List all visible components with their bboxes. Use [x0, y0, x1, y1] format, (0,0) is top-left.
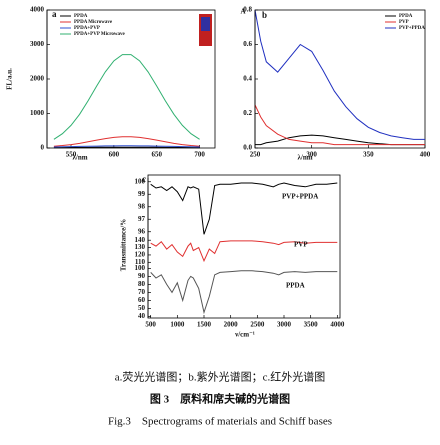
inset-photo-detail: [201, 17, 210, 31]
x-tick-label: 500: [145, 321, 156, 329]
y-tick-label: 130: [135, 243, 146, 251]
plot-frame: [46, 9, 216, 149]
x-axis-label: ν/cm⁻¹: [234, 331, 255, 339]
y-tick-label: 100: [135, 264, 146, 272]
y-tick-label: 99: [138, 190, 146, 198]
x-tick-label: 3500: [304, 321, 319, 329]
x-tick-label: 350: [363, 151, 374, 159]
legend-label: PVP+PPDA: [399, 26, 425, 31]
series-label: PVP+PPDA: [282, 193, 318, 201]
y-tick-label: 0: [41, 144, 45, 152]
y-tick-label: 2000: [30, 75, 45, 83]
legend-label: PVP: [399, 20, 409, 25]
y-tick-label: 97: [138, 215, 146, 223]
x-tick-label: 3000: [277, 321, 292, 329]
y-tick-label: 96: [138, 227, 146, 235]
y-tick-label: 60: [138, 296, 146, 304]
legend-label: PPDA: [74, 14, 88, 19]
x-tick-label: 2000: [224, 321, 239, 329]
y-tick-label: 0.4: [243, 75, 252, 83]
x-tick-label: 650: [151, 151, 162, 159]
x-tick-label: 700: [194, 151, 205, 159]
panel-label: c: [142, 174, 146, 184]
panel-label: a: [52, 9, 57, 19]
y-tick-label: 40: [138, 312, 146, 320]
series-line: [53, 145, 200, 148]
y-tick-label: 50: [138, 304, 146, 312]
x-tick-label: 550: [66, 151, 77, 159]
series-line: [53, 54, 200, 140]
y-tick-label: 0.0: [243, 144, 252, 152]
x-axis-label: λ/nm: [297, 154, 312, 162]
y-tick-label: 0.6: [243, 40, 252, 48]
y-tick-label: 100: [135, 177, 146, 185]
series-line: [150, 240, 338, 263]
y-tick-label: 140: [135, 236, 146, 244]
y-tick-label: 110: [135, 258, 146, 266]
series-label: PPDA: [286, 282, 305, 290]
y-tick-label: 70: [138, 288, 146, 296]
y-axis-label: Transmittance/%: [120, 219, 128, 271]
x-tick-label: 2500: [250, 321, 265, 329]
caption-cn: 图 3 原料和席夫碱的光谱图: [150, 392, 290, 406]
y-tick-label: 120: [135, 251, 146, 259]
y-tick-label: 80: [138, 280, 146, 288]
x-tick-label: 1000: [170, 321, 185, 329]
y-tick-label: 1000: [30, 109, 45, 117]
y-tick-label: 4000: [30, 6, 45, 14]
series-line: [254, 9, 425, 140]
y-tick-label: 98: [138, 202, 146, 210]
y-tick-label: 0.2: [243, 109, 252, 117]
x-tick-label: 600: [109, 151, 120, 159]
y-tick-label: 90: [138, 272, 146, 280]
series-line: [255, 134, 425, 146]
x-tick-label: 4000: [330, 321, 345, 329]
legend-label: PPDA: [399, 14, 413, 19]
subcaption: a.荧光光谱图；b.紫外光谱图；c.红外光谱图: [115, 370, 326, 384]
y-axis-label: A: [240, 8, 245, 16]
x-tick-label: 300: [306, 151, 317, 159]
x-tick-label: 400: [420, 151, 431, 159]
series-line: [53, 136, 200, 147]
x-axis-label: λ/nm: [72, 154, 87, 162]
legend-label: PPDA+PVP: [74, 26, 100, 31]
legend-label: PPDA+PVP Microwave: [74, 32, 125, 37]
series-label: PVP: [294, 241, 308, 249]
series-line: [150, 270, 338, 315]
y-axis-label: FL/a.u.: [6, 68, 14, 90]
y-tick-label: 3000: [30, 40, 45, 48]
x-tick-label: 1500: [197, 321, 212, 329]
series-line: [53, 146, 200, 149]
series-line: [150, 182, 338, 235]
panel-label: b: [262, 10, 267, 20]
series-line: [254, 104, 425, 146]
x-tick-label: 250: [250, 151, 261, 159]
caption-en: Fig.3 Spectrograms of materials and Schi…: [108, 416, 332, 428]
y-tick-label: 0.8: [243, 6, 252, 14]
legend-label: PPDA Microwave: [74, 20, 113, 25]
